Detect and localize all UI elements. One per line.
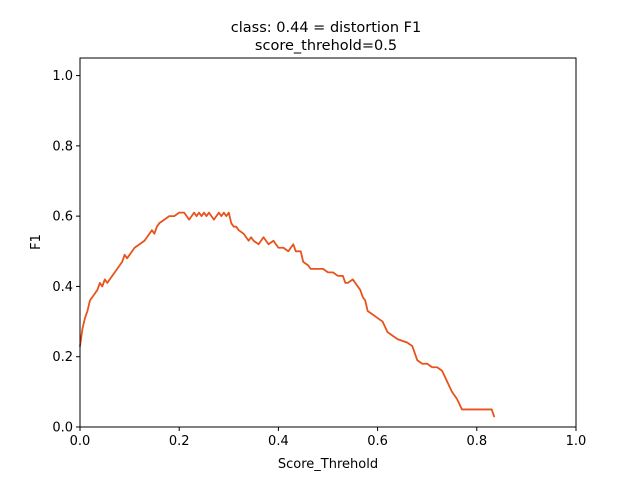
series-layer — [79, 211, 496, 418]
x-tick-label: 1.0 — [566, 434, 587, 449]
chart-subtitle: score_threhold=0.5 — [255, 38, 397, 54]
y-axis-label: F1 — [29, 234, 44, 250]
y-tick-label: 1.0 — [52, 69, 73, 84]
x-tick-label: 0.6 — [367, 434, 388, 449]
y-tick-label: 0.0 — [52, 421, 73, 436]
y-tick-label: 0.4 — [52, 280, 73, 295]
axes-frame — [79, 57, 577, 428]
y-tick-label: 0.6 — [52, 210, 73, 225]
x-tick-label: 0.2 — [169, 434, 190, 449]
x-tick-label: 0.4 — [268, 434, 289, 449]
y-tick-label: 0.2 — [52, 350, 73, 365]
x-tick-label: 0.0 — [70, 434, 91, 449]
series-line-0 — [79, 211, 496, 418]
y-tick-label: 0.8 — [52, 139, 73, 154]
x-axis-label: Score_Threhold — [278, 457, 378, 472]
x-tick-label: 0.8 — [466, 434, 487, 449]
chart-title: class: 0.44 = distortion F1 — [231, 20, 421, 36]
y-axis: 0.0 0.2 0.4 0.6 0.8 1.0 — [52, 69, 80, 436]
x-axis: 0.0 0.2 0.4 0.6 0.8 1.0 — [70, 427, 587, 449]
